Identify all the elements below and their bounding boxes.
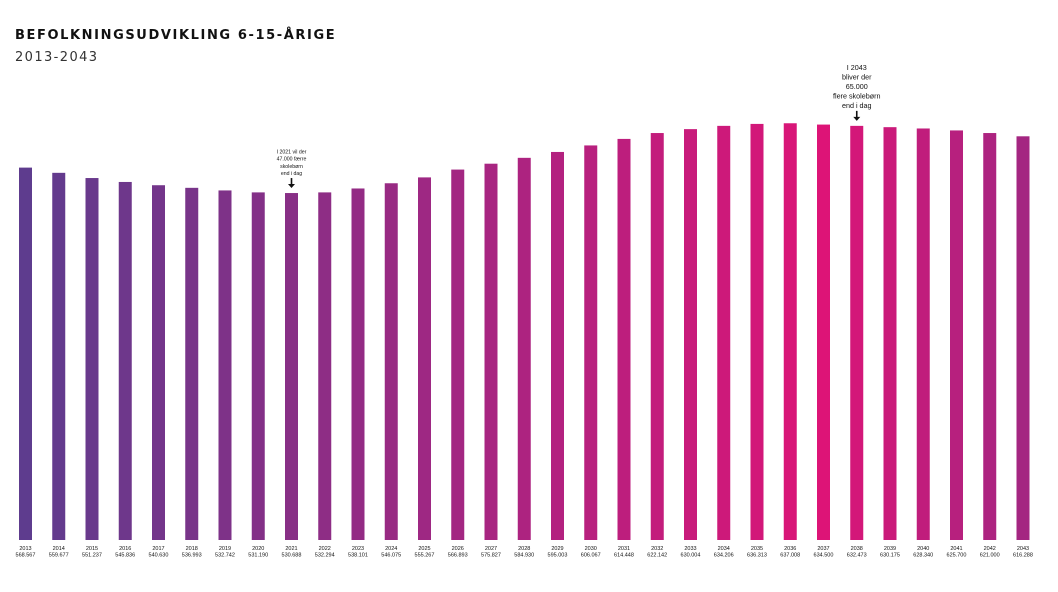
bar-2021 [285,193,298,541]
bar-2038 [850,125,864,541]
bar-label-2039: 2039 630.175 [880,546,900,559]
bar-2016 [118,181,132,540]
bar-2031 [617,138,631,540]
bar-2042 [983,133,997,541]
bar-label-2026: 2026 566.893 [448,546,468,559]
annotation-arrow-head-2021 [288,184,295,189]
annotation-2038: I 2043 bliver der 65.000 flere skolebørn end… [833,63,881,110]
bar-label-2031: 2031 614.448 [614,546,634,559]
bar-2040 [916,128,930,541]
bar-label-2014: 2014 559.677 [49,546,69,559]
bar-label-2022: 2022 532.294 [315,546,335,559]
bar-label-2032: 2032 622.142 [647,546,667,559]
bar-label-2025: 2025 555.267 [415,546,435,559]
bar-2023 [351,188,365,541]
bar-label-2021: 2021 530.688 [282,546,302,559]
bar-2039 [883,127,897,541]
bar-2017 [152,185,165,540]
bar-label-2030: 2030 606.067 [581,546,601,559]
bar-2015 [85,178,99,541]
bar-2033 [684,129,697,540]
bar-2020 [251,192,265,540]
bar-2013 [19,167,32,541]
bar-label-2029: 2029 595.003 [548,546,568,559]
bar-2028 [517,157,531,540]
bar-2026 [451,169,465,540]
bar-2019 [218,190,232,540]
bar-2014 [52,172,66,540]
annotation-arrow-head-2038 [853,116,861,121]
bar-label-2038: 2038 632.473 [847,546,867,559]
bar-2035 [750,123,764,540]
bar-label-2040: 2040 628.340 [913,546,933,559]
bar-label-2013: 2013 568.567 [16,546,36,559]
bar-label-2037: 2037 634.500 [814,546,834,559]
bar-label-2034: 2034 634.206 [714,546,734,559]
bar-2024 [384,183,398,540]
bar-label-2043: 2043 616.288 [1013,546,1033,559]
bar-2043 [1016,136,1030,541]
bar-2018 [185,187,199,540]
bar-label-2017: 2017 540.630 [149,546,169,559]
bar-label-2019: 2019 532.742 [215,546,235,559]
bar-2029 [551,151,564,540]
annotation-2021: I 2021 vil der 47.000 færre skolebørn end i… [277,149,307,177]
bar-label-2028: 2028 584.930 [514,546,534,559]
bar-2027 [484,163,498,540]
chart-subtitle: 2013-2043 [15,50,99,65]
bar-label-2041: 2041 625.700 [947,546,967,559]
bar-2034 [717,125,731,541]
chart-title: BEFOLKNINGSUDVIKLING 6-15-ÅRIGE [15,28,337,43]
bar-2030 [584,145,598,540]
bar-label-2023: 2023 538.101 [348,546,368,559]
bar-label-2024: 2024 546.075 [381,546,401,559]
bar-label-2042: 2042 621.000 [980,546,1000,559]
bar-2037 [817,124,830,540]
bar-label-2036: 2036 637.008 [780,546,800,559]
bar-2032 [650,133,664,541]
bar-label-2016: 2016 545.836 [115,546,135,559]
bar-2022 [318,192,332,540]
bar-2036 [783,123,797,540]
bar-2041 [950,130,963,540]
bar-label-2015: 2015 551.237 [82,546,102,559]
bar-label-2033: 2033 630.004 [681,546,701,559]
bar-label-2018: 2018 536.993 [182,546,202,559]
bar-label-2035: 2035 636.313 [747,546,767,559]
bar-2025 [418,177,431,540]
bar-label-2020: 2020 531.190 [248,546,268,559]
bar-label-2027: 2027 575.827 [481,546,501,559]
